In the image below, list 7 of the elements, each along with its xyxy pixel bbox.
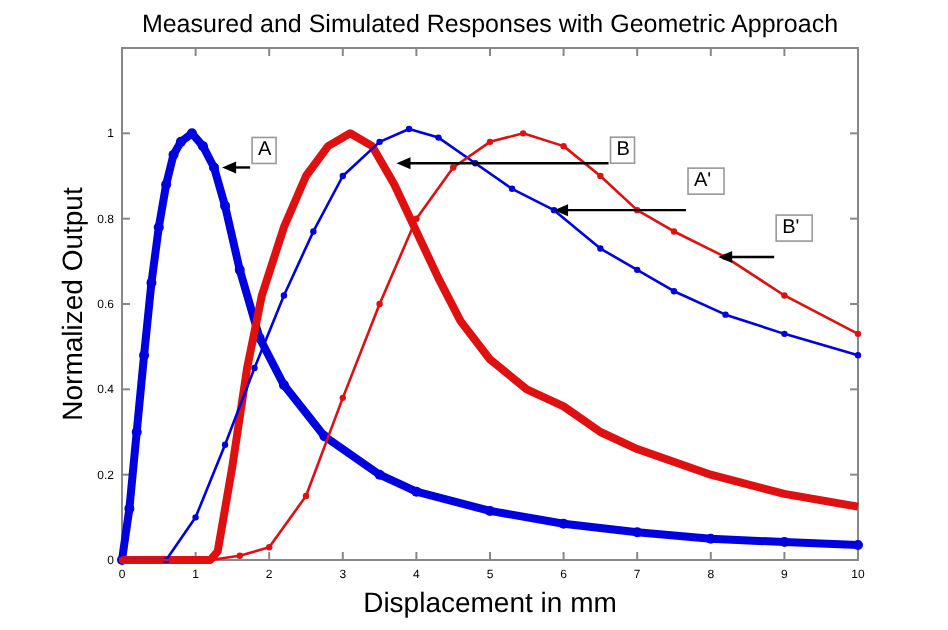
y-axis-title: Normalized Output: [56, 187, 88, 421]
annotation: B: [616, 139, 631, 162]
chart-title: Measured and Simulated Responses with Geometric Approach: [141, 10, 839, 38]
x-axis-title: Displacement in mm: [363, 586, 617, 618]
annotation: A: [258, 139, 273, 162]
annotation: B': [782, 217, 800, 240]
annotation: A': [694, 170, 712, 193]
